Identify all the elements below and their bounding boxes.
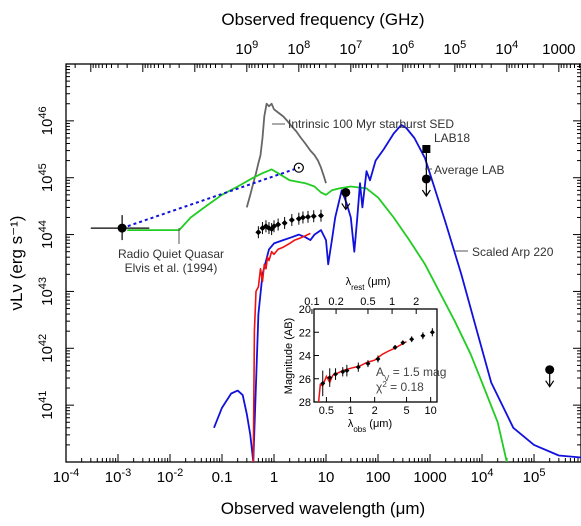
- average-lab-label: Average LAB: [434, 163, 505, 177]
- y-tick-label: 1041: [37, 391, 56, 420]
- inset-y-tick-label: 20: [299, 304, 311, 316]
- inset-point: [340, 369, 346, 375]
- inset-point: [400, 340, 406, 346]
- inset-x-tick-label: 0.5: [319, 405, 334, 417]
- top-tick-label: 106: [391, 39, 414, 58]
- photometry-point: [288, 217, 295, 224]
- inset-point: [327, 375, 333, 381]
- inset-y-label: Magnitude (AB): [283, 318, 295, 394]
- quasar-label-line2: Elvis et al. (1994): [125, 261, 218, 275]
- quasar-label-line1: Radio Quiet Quasar: [118, 247, 224, 261]
- x-tick-label: 1: [270, 469, 278, 486]
- x-tick-label: 100: [366, 469, 391, 486]
- inset-x-tick-label: 2: [372, 405, 378, 417]
- top-tick-label: 104: [495, 39, 518, 58]
- inset-x-tick-label: 5: [403, 405, 409, 417]
- series-arp220: [213, 124, 581, 462]
- inset-x-label: λobs (μm): [348, 418, 392, 434]
- series-quasar: [127, 168, 508, 462]
- top-tick-label: 109: [235, 39, 258, 58]
- x-tick-label: 1000: [413, 469, 446, 486]
- inset-frame: [313, 308, 438, 403]
- top-tick-label: 1000: [542, 41, 575, 58]
- inset-plot: 0.5 1 2 5 10 0.1 0.2 0.5 1 2 20 22 24 26 28 λrest (μm)…: [283, 276, 446, 434]
- inset-point: [344, 368, 350, 374]
- quasar-extrapolation-dotted: [121, 166, 300, 230]
- x-axis-title-bottom: Observed wavelength (μm): [221, 499, 425, 518]
- inset-top-tick-label: 0.1: [304, 296, 319, 308]
- open-circle-dot: [297, 166, 300, 169]
- upper-limit-point: [341, 187, 351, 197]
- photometry-point: [255, 229, 262, 236]
- y-tick-label: 1043: [37, 277, 56, 306]
- y-tick-label: 1042: [37, 334, 56, 363]
- inset-y-tick-label: 26: [299, 374, 311, 386]
- upper-limit-arrow: [341, 203, 351, 211]
- top-tick-label: 108: [287, 39, 310, 58]
- x-tick-label: 105: [523, 467, 546, 486]
- inset-point: [375, 356, 381, 362]
- inset-model-curve: [317, 340, 407, 403]
- x-tick-label: 10-3: [105, 467, 131, 486]
- top-tick-label: 105: [443, 39, 466, 58]
- x-tick-label: 10: [318, 469, 335, 486]
- y-tick-label: 1044: [37, 220, 56, 249]
- upper-limit-arrow: [421, 189, 431, 198]
- photometry-point: [117, 223, 127, 233]
- inset-point: [365, 361, 371, 367]
- photometry-point: [275, 221, 282, 228]
- series-model: [252, 232, 311, 462]
- x-tick-label: 104: [471, 467, 494, 486]
- inset-point: [420, 333, 426, 339]
- inset-y-tick-label: 24: [299, 351, 311, 363]
- inset-x-tick-label: 1: [347, 405, 353, 417]
- x-tick-label: 0.1: [212, 469, 233, 486]
- inset-point: [320, 380, 326, 386]
- photometry-point: [281, 219, 288, 226]
- y-axis-title: νLν (erg s⁻¹): [7, 216, 26, 311]
- x-axis-title-top: Observed frequency (GHz): [221, 10, 424, 29]
- inset-top-tick-label: 0.2: [328, 296, 343, 308]
- lab18-label: LAB18: [434, 131, 470, 145]
- arp220-label: Scaled Arp 220: [472, 245, 554, 259]
- series-starburst: [245, 102, 327, 208]
- inset-point: [392, 344, 398, 350]
- upper-limit-point: [545, 365, 555, 375]
- inset-point: [355, 364, 361, 370]
- inset-point: [333, 371, 339, 377]
- inset-av-text: AV = 1.5 mag: [376, 365, 446, 383]
- x-tick-label: 10-2: [157, 467, 183, 486]
- inset-top-tick-label: 1: [389, 296, 395, 308]
- inset-y-tick-label: 28: [299, 397, 311, 409]
- inset-point: [409, 336, 415, 342]
- inset-top-label: λrest (μm): [346, 276, 391, 292]
- y-tick-label: 1046: [37, 106, 56, 135]
- lab18-marker: [422, 144, 431, 153]
- upper-limit-arrow: [545, 380, 555, 388]
- inset-y-tick-label: 22: [299, 327, 311, 339]
- photometry-point: [299, 214, 306, 221]
- inset-chi-text: χ2 = 0.18: [376, 380, 424, 395]
- y-tick-label: 1045: [37, 163, 56, 192]
- starburst-label: Intrinsic 100 Myr starburst SED: [288, 117, 454, 131]
- inset-top-tick-label: 0.5: [360, 296, 375, 308]
- photometry-point: [317, 212, 324, 219]
- photometry-point: [310, 213, 317, 220]
- inset-point: [429, 329, 435, 335]
- photometry-point: [304, 213, 311, 220]
- inset-top-tick-label: 2: [413, 296, 419, 308]
- top-tick-label: 107: [339, 39, 362, 58]
- inset-x-tick-label: 10: [425, 405, 437, 417]
- x-tick-label: 10-4: [53, 467, 79, 486]
